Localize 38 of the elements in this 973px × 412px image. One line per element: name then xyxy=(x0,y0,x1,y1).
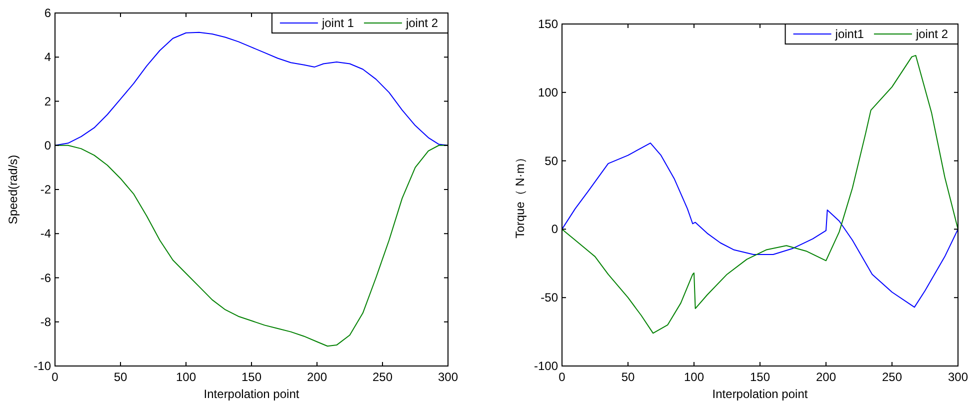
line-series xyxy=(562,54,958,334)
line-series xyxy=(54,32,448,146)
y-tick-label: 2 xyxy=(44,94,52,108)
y-tick-label: 150 xyxy=(538,17,558,31)
y-tick-label: 6 xyxy=(44,6,52,20)
x-tick-label: 100 xyxy=(684,370,704,384)
y-tick-label: -2 xyxy=(40,182,52,196)
x-tick-label: 300 xyxy=(948,370,968,384)
x-tick-label: 150 xyxy=(241,370,262,384)
x-tick-label: 300 xyxy=(438,370,458,384)
y-tick-label: 4 xyxy=(44,50,52,64)
x-tick-label: 200 xyxy=(306,370,328,384)
x-tick-label: 250 xyxy=(882,370,902,384)
y-tick-label: 50 xyxy=(544,154,558,168)
x-tick-label: 200 xyxy=(816,370,836,384)
y-tick-label: 0 xyxy=(551,222,558,236)
x-tick-label: 150 xyxy=(750,370,770,384)
legend-label: joint 1 xyxy=(320,16,354,30)
y-tick-label: -50 xyxy=(540,290,558,305)
legend-label: joint1 xyxy=(834,27,864,41)
y-axis-title: Torque（ N·m） xyxy=(513,152,527,238)
y-tick-label: 0 xyxy=(44,138,52,152)
y-tick-label: -4 xyxy=(40,226,52,241)
x-axis-title: Interpolation point xyxy=(712,387,808,401)
y-tick-label: -10 xyxy=(34,359,52,373)
x-tick-label: 250 xyxy=(372,370,393,384)
x-axis-title: Interpolation point xyxy=(204,387,300,401)
x-tick-label: 100 xyxy=(176,370,196,384)
y-axis-title: Speed(rad/s) xyxy=(6,154,20,224)
x-tick-label: 50 xyxy=(114,370,128,384)
legend-label: joint 2 xyxy=(404,16,438,30)
legend-label: joint 2 xyxy=(914,27,948,41)
y-tick-label: -100 xyxy=(534,359,558,373)
x-tick-label: 50 xyxy=(621,370,635,384)
y-tick-label: -8 xyxy=(40,314,52,329)
y-tick-label: 100 xyxy=(538,85,558,100)
line-series xyxy=(562,142,958,308)
y-tick-label: -6 xyxy=(40,270,52,285)
